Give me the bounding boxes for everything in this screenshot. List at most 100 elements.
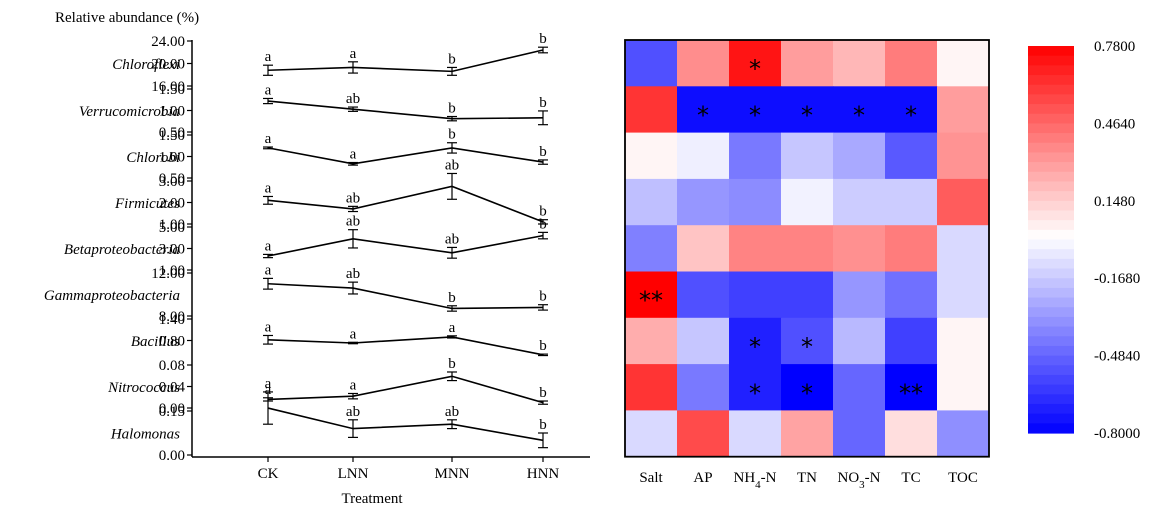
series-label: Gammaproteobacteria (44, 288, 180, 304)
significance-letter: ab (346, 190, 360, 206)
significance-letter: a (265, 82, 272, 98)
heatmap-cell (937, 178, 990, 226)
colorbar-swatch (1028, 84, 1074, 95)
colorbar-swatch (1028, 307, 1074, 318)
significance-letter: a (265, 376, 272, 392)
heatmap-cell (937, 317, 990, 365)
y-tick-label: 20.00 (151, 57, 185, 73)
heatmap-cell (677, 317, 730, 365)
colorbar-swatch (1028, 75, 1074, 86)
colorbar-swatch (1028, 200, 1074, 212)
colorbar-swatch (1028, 142, 1074, 154)
significance-letter: ab (346, 214, 360, 230)
colorbar-swatch (1028, 345, 1074, 357)
y-tick-label: 3.00 (159, 242, 185, 258)
y-tick-label: 0.50 (159, 171, 185, 187)
colorbar-tick-label: 0.4640 (1094, 116, 1135, 132)
significance-letter: a (265, 262, 272, 278)
y-tick-label: 2.00 (159, 196, 185, 212)
column-label: NO3-N (838, 470, 881, 491)
colorbar-swatch (1028, 403, 1074, 415)
heatmap-cell (729, 86, 782, 134)
colorbar: 0.7800 0.4640 0.1480 -0.1680 -0.4840 -0.8000 (1028, 39, 1140, 442)
series-line (267, 185, 544, 223)
y-tick-label: 0.50 (159, 125, 185, 141)
column-label: NH4-N (734, 470, 777, 491)
heatmap-cell (833, 271, 886, 319)
colorbar-swatch (1028, 210, 1074, 221)
heatmap-cell (781, 86, 834, 134)
colorbar-swatch (1028, 113, 1074, 124)
x-tick-label: CK (258, 466, 279, 482)
column-label: AP (693, 470, 712, 486)
colorbar-swatch (1028, 171, 1074, 183)
significance-letter: b (448, 101, 456, 117)
heatmap-cell (625, 40, 678, 87)
heatmap-cell (937, 271, 990, 319)
significance-star: * (801, 333, 813, 361)
significance-letter: ab (445, 231, 459, 247)
colorbar-swatch (1028, 220, 1074, 231)
series-label: Firmicutes (114, 196, 180, 212)
colorbar-swatch (1028, 104, 1074, 115)
heatmap-cell (781, 40, 834, 87)
significance-letter: a (350, 326, 357, 342)
colorbar-swatch (1028, 268, 1074, 279)
panel-firmicutes: 1.00 2.00 3.00 Firmicutes a ab ab b (114, 157, 548, 233)
colorbar-swatch (1028, 278, 1074, 289)
y-tick-label: 5.00 (159, 220, 185, 236)
series-line (267, 234, 544, 257)
colorbar-swatch (1028, 55, 1074, 66)
heatmap-cell (833, 132, 886, 180)
heatmap-cell (781, 410, 834, 458)
y-tick-label: 1.00 (159, 263, 185, 279)
significance-letter: ab (346, 266, 360, 282)
heatmap-cell (781, 225, 834, 272)
heatmap: ** * * * **** ** * **Salt AP NH4-N TN NO3-N TC TOC (624, 39, 990, 491)
colorbar-swatch (1028, 249, 1074, 260)
y-tick-label: 3.00 (159, 174, 185, 190)
y-tick-label: 8.00 (159, 309, 185, 325)
heatmap-cell (833, 40, 886, 87)
significance-letter: b (448, 127, 456, 143)
significance-star: * (749, 101, 761, 129)
significance-letter: b (539, 289, 547, 305)
colorbar-swatch (1028, 326, 1074, 337)
significance-letter: a (265, 49, 272, 65)
heatmap-cell (885, 86, 938, 134)
heatmap-cell (677, 271, 730, 319)
colorbar-swatch (1028, 133, 1074, 144)
heatmap-cell (625, 86, 678, 134)
colorbar-swatch (1028, 365, 1074, 376)
series-line (267, 100, 544, 120)
heatmap-cell (729, 410, 782, 458)
colorbar-tick-label: 0.7800 (1094, 39, 1135, 55)
significance-star: * (801, 379, 813, 407)
heatmap-cell (937, 86, 990, 134)
colorbar-swatch (1028, 123, 1074, 134)
significance-star: * (749, 379, 761, 407)
significance-letter: b (539, 385, 547, 401)
colorbar-tick-label: -0.1680 (1094, 271, 1140, 287)
significance-letter: b (448, 51, 456, 67)
colorbar-swatch (1028, 355, 1074, 366)
heatmap-cell (885, 410, 938, 458)
colorbar-tick-label: -0.8000 (1094, 426, 1140, 442)
heatmap-cell (625, 132, 678, 180)
heatmap-cell (885, 40, 938, 87)
y-tick-label: 0.15 (159, 404, 185, 420)
heatmap-cell (937, 410, 990, 458)
heatmap-cell (677, 178, 730, 226)
colorbar-tick-label: 0.1480 (1094, 194, 1135, 210)
series-line (267, 375, 544, 404)
significance-letter: ab (346, 404, 360, 420)
significance-star: ** (639, 287, 663, 315)
left-x-axis-label: Treatment (341, 491, 403, 507)
heatmap-cell (885, 178, 938, 226)
significance-letter: ab (445, 157, 459, 173)
heatmap-cell (937, 132, 990, 180)
heatmap-cell (677, 40, 730, 87)
